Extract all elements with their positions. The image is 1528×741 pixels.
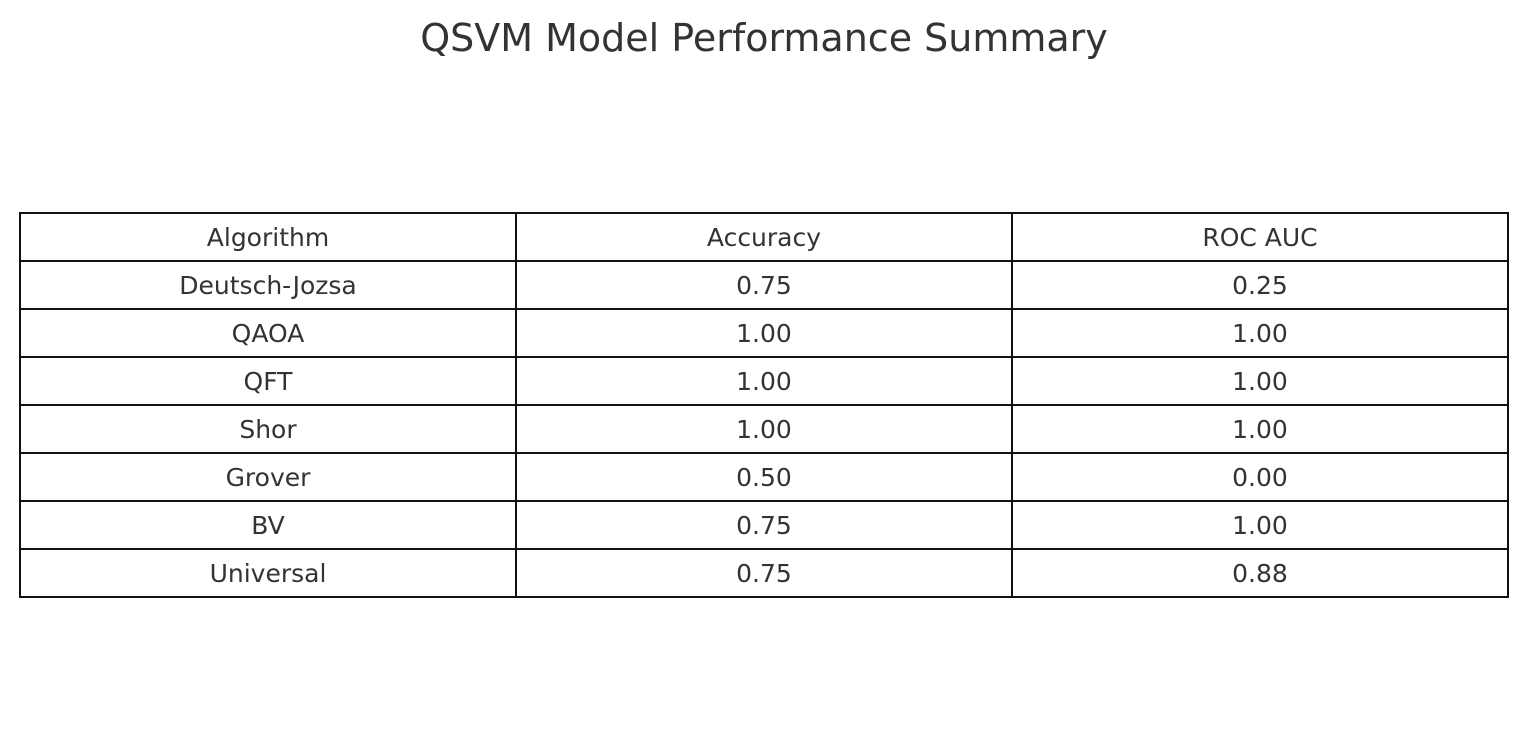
cell-accuracy: 0.50 — [514, 452, 1013, 502]
cell-accuracy: 0.75 — [514, 500, 1013, 550]
cell-accuracy: 1.00 — [514, 308, 1013, 358]
cell-accuracy: 0.75 — [514, 260, 1013, 310]
cell-roc-auc: 1.00 — [1010, 500, 1510, 550]
cell-roc-auc: 0.00 — [1010, 452, 1510, 502]
cell-roc-auc: 1.00 — [1010, 308, 1510, 358]
table-header-row: Algorithm Accuracy ROC AUC — [19, 212, 1510, 262]
column-header-algorithm: Algorithm — [19, 212, 517, 262]
table-row: QAOA 1.00 1.00 — [19, 308, 1510, 358]
cell-accuracy: 1.00 — [514, 404, 1013, 454]
table-row: Shor 1.00 1.00 — [19, 404, 1510, 454]
table-row: Grover 0.50 0.00 — [19, 452, 1510, 502]
column-header-roc-auc: ROC AUC — [1010, 212, 1510, 262]
cell-roc-auc: 0.88 — [1010, 548, 1510, 598]
table-row: Universal 0.75 0.88 — [19, 548, 1510, 598]
table-row: BV 0.75 1.00 — [19, 500, 1510, 550]
cell-algorithm: Deutsch-Jozsa — [19, 260, 517, 310]
cell-algorithm: BV — [19, 500, 517, 550]
cell-accuracy: 0.75 — [514, 548, 1013, 598]
table-row: QFT 1.00 1.00 — [19, 356, 1510, 406]
cell-roc-auc: 1.00 — [1010, 356, 1510, 406]
cell-algorithm: QFT — [19, 356, 517, 406]
performance-table: Algorithm Accuracy ROC AUC Deutsch-Jozsa… — [19, 212, 1510, 598]
chart-title: QSVM Model Performance Summary — [420, 16, 1108, 60]
cell-algorithm: Universal — [19, 548, 517, 598]
table-row: Deutsch-Jozsa 0.75 0.25 — [19, 260, 1510, 310]
cell-algorithm: Shor — [19, 404, 517, 454]
column-header-accuracy: Accuracy — [514, 212, 1013, 262]
cell-roc-auc: 1.00 — [1010, 404, 1510, 454]
cell-algorithm: Grover — [19, 452, 517, 502]
cell-algorithm: QAOA — [19, 308, 517, 358]
cell-roc-auc: 0.25 — [1010, 260, 1510, 310]
cell-accuracy: 1.00 — [514, 356, 1013, 406]
